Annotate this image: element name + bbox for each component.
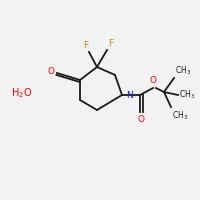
Text: CH$_3$: CH$_3$	[179, 89, 195, 101]
Text: F: F	[108, 39, 113, 48]
Text: N: N	[126, 90, 133, 99]
Text: CH$_3$: CH$_3$	[172, 109, 188, 121]
Text: O: O	[47, 68, 54, 76]
Text: O: O	[150, 76, 156, 85]
Text: H$_2$O: H$_2$O	[11, 86, 33, 100]
Text: CH$_3$: CH$_3$	[175, 64, 191, 77]
Text: F: F	[83, 41, 88, 50]
Text: O: O	[138, 115, 144, 124]
